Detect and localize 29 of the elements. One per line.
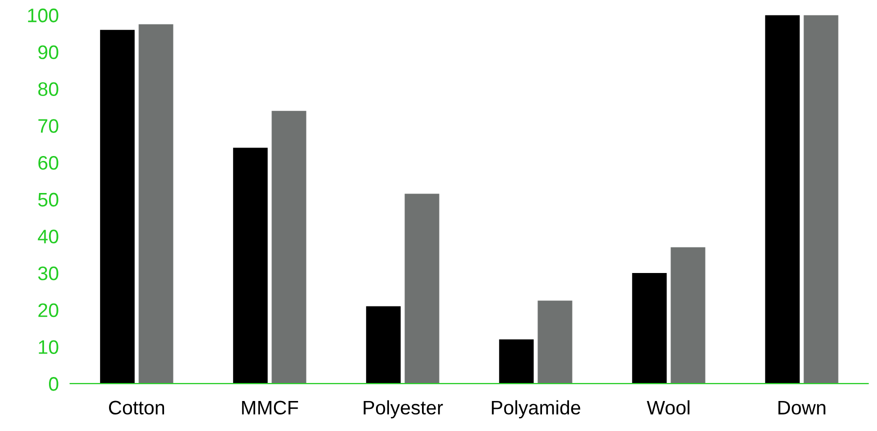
y-tick-label: 0 — [48, 377, 58, 391]
y-tick-label: 20 — [38, 303, 58, 318]
y-tick-label: 30 — [38, 266, 58, 280]
y-tick-label: 80 — [38, 82, 58, 96]
y-tick-label: 60 — [38, 156, 58, 170]
bar — [233, 148, 268, 384]
x-tick-label: Polyester — [364, 400, 443, 418]
bar — [765, 15, 800, 384]
y-tick-label: 100 — [28, 8, 58, 22]
bar — [538, 300, 572, 384]
bar — [670, 247, 706, 384]
y-tick-label: 40 — [38, 230, 58, 244]
bar — [404, 194, 440, 384]
x-tick-label: Cotton — [109, 400, 164, 415]
bar — [366, 306, 401, 384]
bar — [499, 339, 534, 384]
bar — [138, 24, 174, 384]
y-tick-label: 70 — [38, 119, 58, 133]
x-tick-label: Down — [778, 400, 826, 415]
x-tick-label: MMCF — [242, 400, 298, 415]
x-tick-label: Polyamide — [492, 400, 580, 418]
y-tick-label: 50 — [38, 192, 58, 207]
bar — [100, 30, 135, 384]
x-tick-label: Wool — [646, 400, 690, 415]
bar — [804, 15, 838, 384]
y-tick-label: 10 — [38, 340, 58, 354]
bar — [272, 110, 306, 384]
bar — [632, 273, 667, 384]
y-tick-label: 90 — [38, 45, 58, 60]
